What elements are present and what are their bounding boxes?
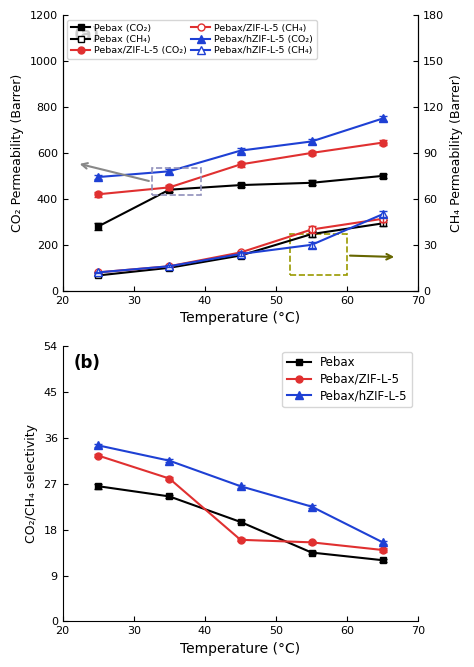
Pebax <box>237 518 243 526</box>
Y-axis label: CH₄ Permeability (Barrer): CH₄ Permeability (Barrer) <box>450 74 463 232</box>
Pebax <box>309 548 314 556</box>
Pebax/hZIF-L-5 <box>309 503 314 511</box>
Line: Pebax/ZIF-L-5: Pebax/ZIF-L-5 <box>95 452 386 554</box>
Line: Pebax: Pebax <box>95 483 386 564</box>
Bar <box>290 234 347 275</box>
X-axis label: Temperature (°C): Temperature (°C) <box>181 311 301 325</box>
Text: (b): (b) <box>73 354 100 372</box>
Legend: Pebax, Pebax/ZIF-L-5, Pebax/hZIF-L-5: Pebax, Pebax/ZIF-L-5, Pebax/hZIF-L-5 <box>283 352 412 408</box>
Pebax/hZIF-L-5 <box>380 538 386 546</box>
Pebax/hZIF-L-5 <box>166 457 172 465</box>
Pebax/ZIF-L-5 <box>380 546 386 554</box>
Pebax/ZIF-L-5 <box>95 452 101 460</box>
Pebax/hZIF-L-5 <box>95 442 101 450</box>
Legend: Pebax (CO₂), Pebax (CH₄), Pebax/ZIF-L-5 (CO₂), Pebax/ZIF-L-5 (CH₄), Pebax/hZIF-L: Pebax (CO₂), Pebax (CH₄), Pebax/ZIF-L-5 … <box>67 20 317 59</box>
Pebax/hZIF-L-5 <box>237 482 243 490</box>
Pebax <box>166 492 172 500</box>
Y-axis label: CO₂ Permeability (Barrer): CO₂ Permeability (Barrer) <box>11 74 24 232</box>
Pebax/ZIF-L-5 <box>309 538 314 546</box>
Y-axis label: CO₂/CH₄ selectivity: CO₂/CH₄ selectivity <box>25 424 38 543</box>
Pebax/ZIF-L-5 <box>166 474 172 482</box>
Text: (a): (a) <box>73 26 100 44</box>
Pebax/ZIF-L-5 <box>237 536 243 544</box>
Line: Pebax/hZIF-L-5: Pebax/hZIF-L-5 <box>94 441 387 546</box>
Pebax <box>95 482 101 490</box>
Bar <box>152 168 201 195</box>
X-axis label: Temperature (°C): Temperature (°C) <box>181 642 301 656</box>
Pebax <box>380 556 386 564</box>
